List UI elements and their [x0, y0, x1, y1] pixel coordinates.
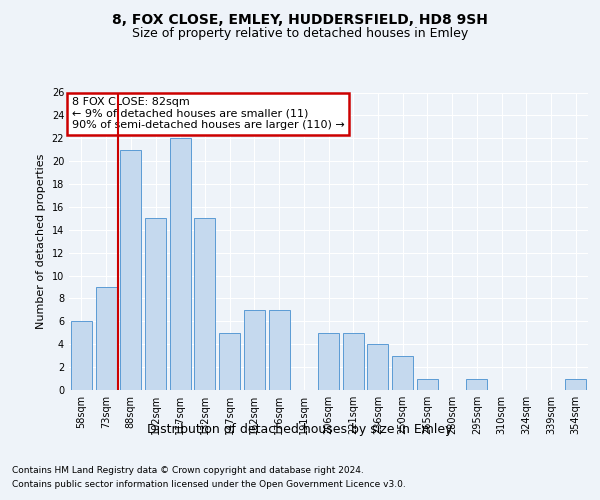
Bar [318, 333, 339, 390]
Bar [565, 378, 586, 390]
Text: 8 FOX CLOSE: 82sqm
← 9% of detached houses are smaller (11)
90% of semi-detached: 8 FOX CLOSE: 82sqm ← 9% of detached hous… [71, 97, 344, 130]
Text: Distribution of detached houses by size in Emley: Distribution of detached houses by size … [147, 422, 453, 436]
Bar [120, 150, 141, 390]
Bar [244, 310, 265, 390]
Bar [145, 218, 166, 390]
Bar [95, 287, 116, 390]
Bar [170, 138, 191, 390]
Text: 8, FOX CLOSE, EMLEY, HUDDERSFIELD, HD8 9SH: 8, FOX CLOSE, EMLEY, HUDDERSFIELD, HD8 9… [112, 12, 488, 26]
Text: Contains HM Land Registry data © Crown copyright and database right 2024.: Contains HM Land Registry data © Crown c… [12, 466, 364, 475]
Bar [269, 310, 290, 390]
Bar [71, 322, 92, 390]
Bar [343, 333, 364, 390]
Bar [194, 218, 215, 390]
Bar [392, 356, 413, 390]
Y-axis label: Number of detached properties: Number of detached properties [36, 154, 46, 329]
Bar [417, 378, 438, 390]
Text: Contains public sector information licensed under the Open Government Licence v3: Contains public sector information licen… [12, 480, 406, 489]
Bar [219, 333, 240, 390]
Text: Size of property relative to detached houses in Emley: Size of property relative to detached ho… [132, 28, 468, 40]
Bar [466, 378, 487, 390]
Bar [367, 344, 388, 390]
